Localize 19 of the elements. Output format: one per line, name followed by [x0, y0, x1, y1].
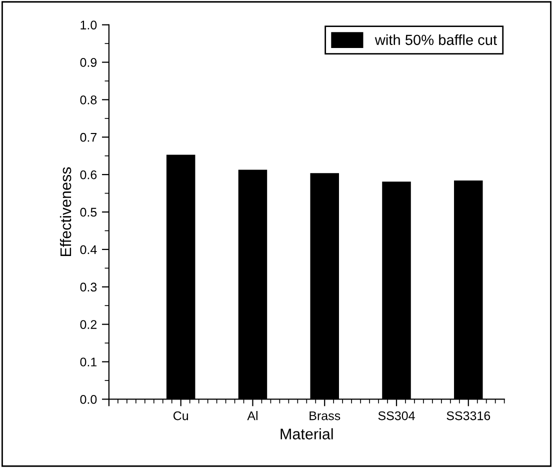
legend-label: with 50% baffle cut	[374, 34, 497, 46]
x-tick-label: Al	[247, 411, 258, 420]
y-tick-label: 0.8	[80, 95, 97, 104]
y-tick-label: 0.7	[80, 132, 97, 142]
y-tick-label: 0.6	[80, 170, 97, 180]
y-tick-label: 0.2	[80, 320, 97, 329]
y-tick-label: 0.3	[80, 282, 97, 292]
y-tick-label: 0.9	[80, 58, 97, 67]
y-tick-label: 1.0	[80, 20, 97, 30]
y-tick-label: 0.4	[80, 245, 97, 254]
x-tick-label: SS304	[378, 411, 415, 420]
x-tick-label: Cu	[173, 411, 188, 420]
y-axis-title: Effectiveness	[60, 167, 72, 256]
x-axis-title: Material	[280, 428, 333, 440]
y-tick-label: 0.1	[80, 358, 97, 366]
y-tick-label: 0.5	[80, 208, 97, 217]
x-tick-label: Brass	[310, 411, 340, 420]
y-tick-label: 0.0	[80, 395, 97, 404]
x-tick-label: SS3316	[446, 411, 490, 420]
